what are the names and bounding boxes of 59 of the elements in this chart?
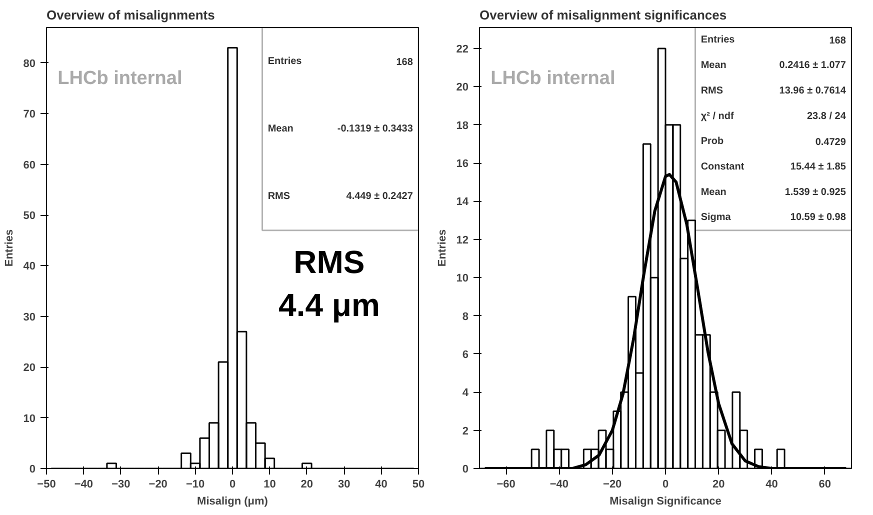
text: Mean 1.539 ± 0.925 bbox=[700, 186, 846, 198]
text: Sigma 10.59 ± 0.98 bbox=[700, 212, 846, 224]
y-tick-label: 6 bbox=[462, 348, 469, 361]
y-tick-label: 18 bbox=[456, 120, 469, 132]
text: χ² / ndf 23.8 / 24 bbox=[700, 110, 846, 122]
x-tick-label: 50 bbox=[412, 478, 425, 490]
y-tick-label: 22 bbox=[456, 44, 469, 56]
text: RMS 4.449 ± 0.2427 bbox=[268, 191, 413, 202]
x-tick-label: −20 bbox=[148, 478, 168, 490]
x-tick-label: 60 bbox=[818, 478, 832, 490]
y-axis-title: Entries bbox=[436, 229, 448, 267]
text: Prob 0.4729 bbox=[700, 136, 846, 148]
y-tick-label: 16 bbox=[456, 158, 469, 170]
x-axis-title: Misalign (μm) bbox=[197, 496, 268, 508]
text: RMS 13.96 ± 0.7614 bbox=[700, 85, 846, 96]
text: Entries 168 bbox=[268, 56, 413, 68]
y-tick-label: 80 bbox=[23, 58, 36, 70]
y-tick-label: 0 bbox=[462, 464, 469, 476]
y-axis-title: Entries bbox=[3, 229, 16, 267]
y-tick-label: 30 bbox=[23, 311, 36, 324]
x-tick-label: −60 bbox=[496, 478, 516, 490]
x-tick-label: 0 bbox=[662, 478, 669, 490]
y-tick-label: 14 bbox=[456, 196, 470, 208]
y-tick-label: 50 bbox=[23, 210, 36, 222]
text: Entries 168 bbox=[700, 34, 846, 47]
x-tick-label: −50 bbox=[37, 478, 56, 490]
x-tick-label: −20 bbox=[603, 478, 622, 490]
y-tick-label: 20 bbox=[23, 362, 36, 374]
y-tick-label: 10 bbox=[23, 412, 36, 425]
x-tick-label: −40 bbox=[74, 478, 94, 490]
y-tick-label: 0 bbox=[29, 464, 36, 476]
y-tick-label: 70 bbox=[23, 108, 36, 121]
text: Mean -0.1319 ± 0.3433 bbox=[268, 123, 413, 134]
text: Mean 0.2416 ± 1.077 bbox=[700, 60, 846, 72]
x-tick-label: 40 bbox=[766, 478, 778, 490]
chart-title: Overview of misalignments bbox=[46, 8, 215, 22]
x-tick-label: 20 bbox=[712, 478, 725, 490]
x-tick-label: 20 bbox=[300, 478, 314, 490]
y-tick-label: 10 bbox=[456, 272, 469, 285]
x-tick-label: −10 bbox=[186, 478, 205, 490]
annotation: LHCb internal bbox=[58, 68, 182, 90]
y-tick-label: 20 bbox=[456, 82, 469, 94]
text: Constant 15.44 ± 1.85 bbox=[700, 161, 846, 172]
x-tick-label: −30 bbox=[112, 478, 130, 490]
x-tick-label: 10 bbox=[264, 478, 276, 490]
x-tick-label: 0 bbox=[229, 478, 236, 490]
chart-title: Overview of misalignment significances bbox=[480, 8, 727, 22]
y-tick-label: 4 bbox=[462, 387, 470, 400]
y-tick-label: 60 bbox=[23, 159, 36, 172]
y-tick-label: 12 bbox=[456, 234, 469, 246]
y-tick-label: 40 bbox=[23, 260, 36, 273]
annotation: RMS 4.4 μm bbox=[278, 244, 380, 323]
x-tick-label: 40 bbox=[375, 478, 388, 490]
x-tick-label: 30 bbox=[338, 478, 350, 490]
y-tick-label: 8 bbox=[462, 310, 469, 323]
y-tick-label: 2 bbox=[462, 425, 469, 438]
x-tick-label: −40 bbox=[550, 478, 569, 490]
x-axis-title: Misalign Significance bbox=[610, 496, 722, 508]
annotation: LHCb internal bbox=[490, 68, 616, 90]
